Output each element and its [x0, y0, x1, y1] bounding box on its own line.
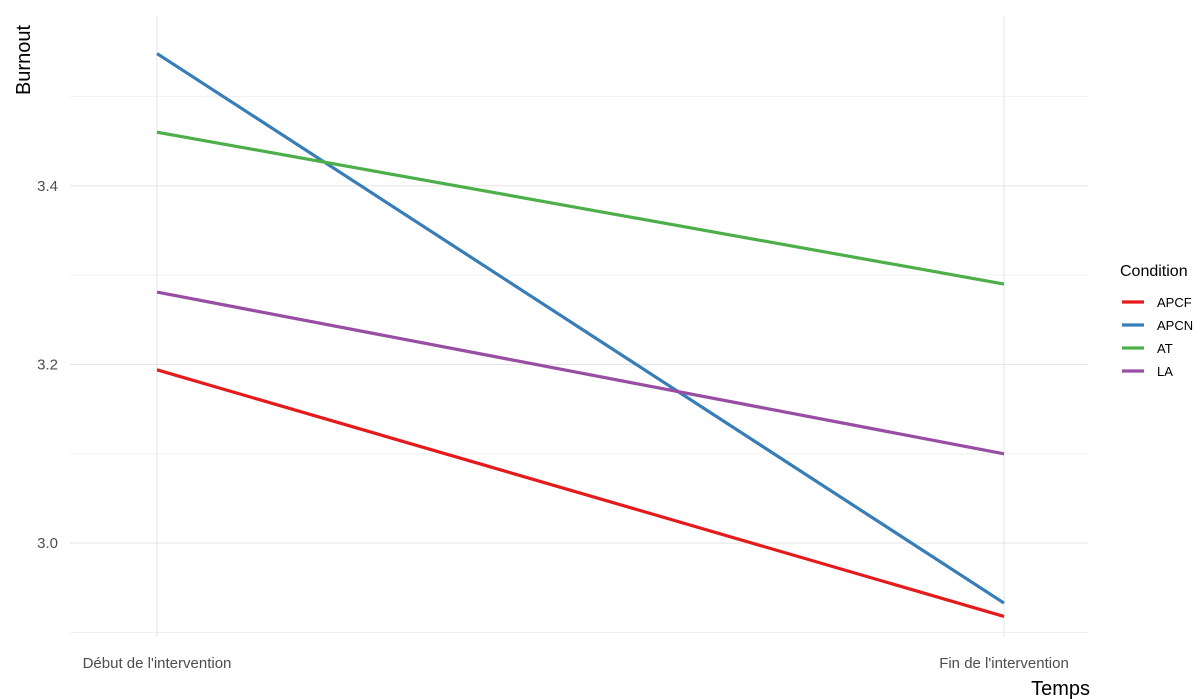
legend-label-apcn: APCN — [1157, 318, 1193, 333]
y-tick-label: 3.0 — [37, 535, 58, 552]
legend-label-at: AT — [1157, 341, 1173, 356]
series-lines — [156, 52, 1005, 618]
series-line-apcf — [156, 368, 1005, 618]
y-tick-label: 3.2 — [37, 356, 58, 373]
x-tick-label: Début de l'intervention — [83, 655, 232, 672]
legend-label-apcf: APCF — [1157, 295, 1192, 310]
x-tick-label: Fin de l'intervention — [939, 655, 1069, 672]
y-tick-label: 3.4 — [37, 178, 58, 195]
series-line-la — [156, 290, 1005, 456]
y-axis-title: Burnout — [13, 25, 35, 95]
series-line-at — [156, 130, 1005, 286]
x-axis-title: Temps — [1031, 678, 1090, 699]
series-line-apcn — [156, 52, 1005, 605]
legend: Condition APCF APCN AT LA — [1120, 263, 1193, 379]
major-gridlines — [70, 16, 1088, 637]
legend-label-la: LA — [1157, 364, 1173, 379]
legend-title: Condition — [1120, 263, 1188, 280]
y-tick-labels: 3.0 3.2 3.4 — [37, 178, 58, 552]
minor-gridlines — [70, 95, 1088, 634]
x-tick-labels: Début de l'intervention Fin de l'interven… — [83, 655, 1069, 672]
